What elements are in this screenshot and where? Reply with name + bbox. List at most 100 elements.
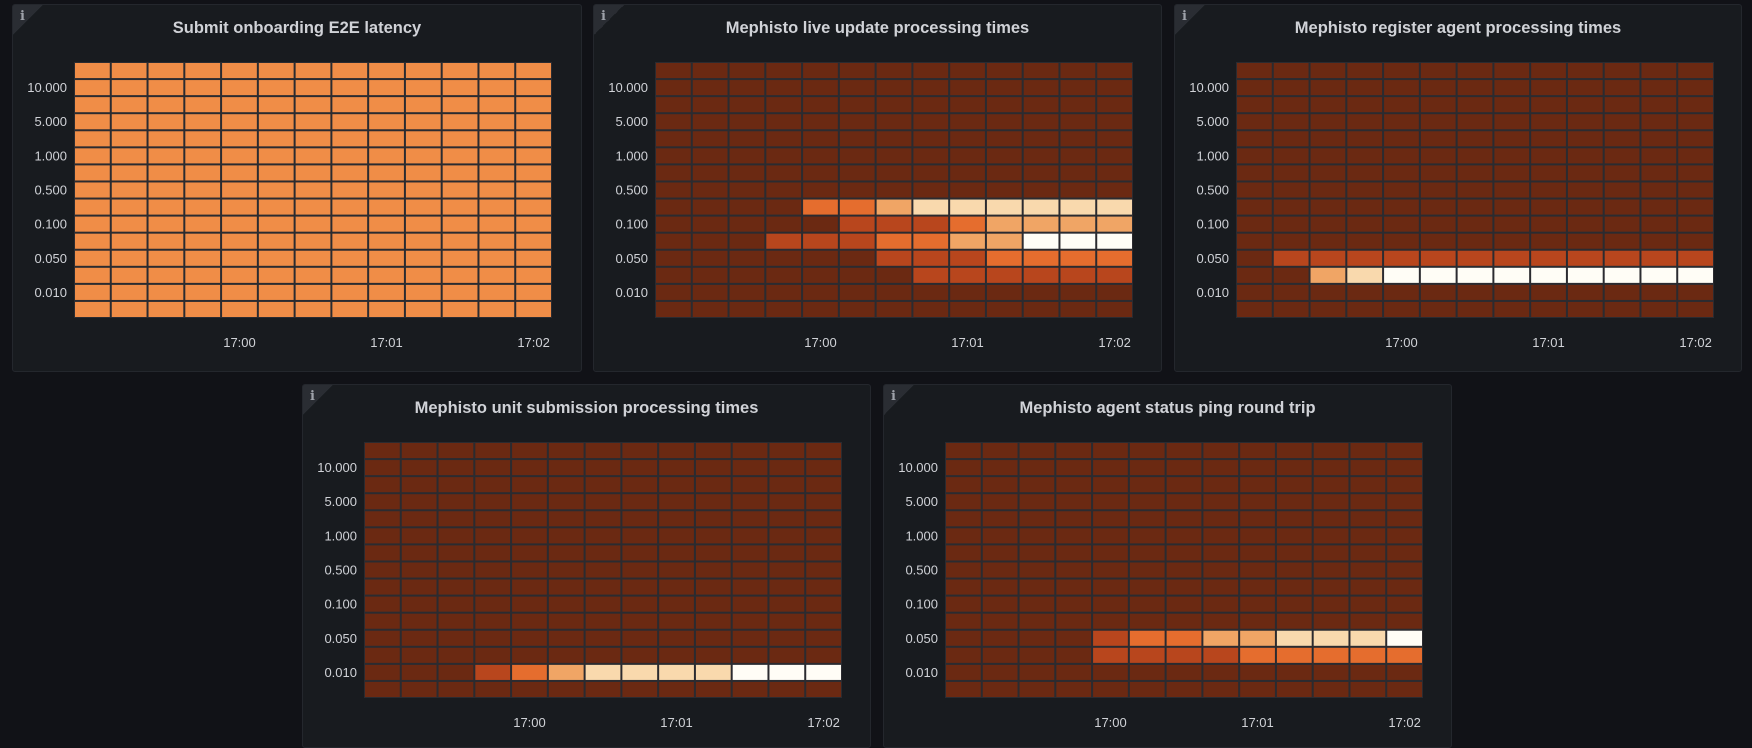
heatmap-cell[interactable] [1678, 284, 1713, 300]
heatmap-cell[interactable] [475, 528, 511, 544]
heatmap-cell[interactable] [732, 630, 768, 646]
heatmap-cell[interactable] [512, 511, 547, 527]
heatmap-cell[interactable] [295, 131, 331, 147]
heatmap-cell[interactable] [332, 63, 368, 79]
heatmap-cell[interactable] [512, 494, 547, 510]
heatmap-cell[interactable] [659, 647, 694, 663]
heatmap-cell[interactable] [729, 267, 765, 283]
heatmap-cell[interactable] [1310, 284, 1346, 300]
heatmap-cell[interactable] [111, 131, 147, 147]
heatmap-cell[interactable] [766, 199, 802, 215]
heatmap-cell[interactable] [295, 148, 331, 164]
heatmap-cell[interactable] [548, 579, 584, 595]
heatmap-cell[interactable] [622, 511, 658, 527]
heatmap-cell[interactable] [729, 301, 765, 317]
heatmap-cell[interactable] [1129, 562, 1165, 578]
heatmap-cell[interactable] [258, 148, 294, 164]
heatmap-cell[interactable] [1240, 545, 1275, 561]
heatmap-cell[interactable] [548, 562, 584, 578]
heatmap-cell[interactable] [585, 647, 621, 663]
heatmap-cell[interactable] [1237, 165, 1272, 181]
heatmap-cell[interactable] [946, 630, 981, 646]
heatmap-cell[interactable] [548, 477, 584, 493]
heatmap-cell[interactable] [75, 131, 110, 147]
heatmap-cell[interactable] [222, 114, 257, 130]
heatmap-cell[interactable] [659, 579, 694, 595]
heatmap-cell[interactable] [438, 579, 474, 595]
heatmap-cell[interactable] [1273, 97, 1309, 113]
heatmap-cell[interactable] [405, 80, 441, 96]
heatmap-cell[interactable] [732, 664, 768, 680]
heatmap-cell[interactable] [1097, 233, 1132, 249]
heatmap-cell[interactable] [806, 647, 841, 663]
heatmap-cell[interactable] [1384, 165, 1419, 181]
heatmap-cell[interactable] [1019, 579, 1055, 595]
heatmap-cell[interactable] [1237, 148, 1272, 164]
heatmap-cell[interactable] [148, 148, 184, 164]
heatmap-cell[interactable] [475, 596, 511, 612]
heatmap-cell[interactable] [111, 165, 147, 181]
heatmap-cell[interactable] [1494, 216, 1530, 232]
heatmap-cell[interactable] [1678, 301, 1713, 317]
heatmap-cell[interactable] [365, 630, 400, 646]
heatmap-cell[interactable] [766, 114, 802, 130]
heatmap-cell[interactable] [1056, 613, 1092, 629]
heatmap-cell[interactable] [622, 596, 658, 612]
heatmap-cell[interactable] [585, 579, 621, 595]
heatmap-cell[interactable] [986, 114, 1022, 130]
heatmap-cell[interactable] [1310, 114, 1346, 130]
heatmap-cell[interactable] [1019, 528, 1055, 544]
heatmap-cell[interactable] [1023, 165, 1059, 181]
heatmap-cell[interactable] [1093, 528, 1128, 544]
heatmap-cell[interactable] [1203, 647, 1239, 663]
heatmap-cell[interactable] [1567, 63, 1603, 79]
heatmap-cell[interactable] [222, 216, 257, 232]
heatmap-cell[interactable] [1347, 63, 1383, 79]
heatmap-cell[interactable] [369, 148, 404, 164]
heatmap-cell[interactable] [258, 233, 294, 249]
heatmap-cell[interactable] [401, 511, 437, 527]
heatmap-cell[interactable] [1567, 182, 1603, 198]
heatmap-cell[interactable] [148, 97, 184, 113]
heatmap-cell[interactable] [548, 664, 584, 680]
heatmap-cell[interactable] [839, 63, 875, 79]
heatmap-cell[interactable] [1313, 511, 1349, 527]
heatmap-cell[interactable] [1350, 494, 1386, 510]
heatmap-cell[interactable] [1678, 267, 1713, 283]
heatmap-cell[interactable] [369, 165, 404, 181]
heatmap-cell[interactable] [950, 97, 985, 113]
heatmap-cell[interactable] [1023, 63, 1059, 79]
heatmap-cell[interactable] [839, 182, 875, 198]
heatmap-cell[interactable] [1097, 165, 1132, 181]
heatmap-cell[interactable] [1273, 80, 1309, 96]
heatmap-cell[interactable] [839, 233, 875, 249]
heatmap-cell[interactable] [442, 182, 478, 198]
heatmap-cell[interactable] [1420, 165, 1456, 181]
heatmap-cell[interactable] [876, 148, 912, 164]
heatmap-cell[interactable] [512, 579, 547, 595]
heatmap-cell[interactable] [1093, 596, 1128, 612]
heatmap-cell[interactable] [516, 182, 551, 198]
heatmap-cell[interactable] [401, 562, 437, 578]
heatmap-cell[interactable] [1129, 528, 1165, 544]
heatmap-cell[interactable] [1531, 199, 1566, 215]
heatmap-cell[interactable] [806, 528, 841, 544]
heatmap-cell[interactable] [695, 664, 731, 680]
heatmap-cell[interactable] [1097, 267, 1132, 283]
heatmap-cell[interactable] [365, 647, 400, 663]
heatmap-cell[interactable] [438, 664, 474, 680]
heatmap-cell[interactable] [1678, 233, 1713, 249]
heatmap-cell[interactable] [1350, 443, 1386, 459]
heatmap-cell[interactable] [438, 511, 474, 527]
heatmap-cell[interactable] [1023, 80, 1059, 96]
heatmap-cell[interactable] [732, 613, 768, 629]
heatmap-cell[interactable] [876, 97, 912, 113]
heatmap-cell[interactable] [876, 182, 912, 198]
heatmap-cell[interactable] [950, 114, 985, 130]
heatmap-cell[interactable] [258, 114, 294, 130]
heatmap-cell[interactable] [1604, 131, 1640, 147]
heatmap-cell[interactable] [692, 80, 728, 96]
heatmap-cell[interactable] [148, 301, 184, 317]
heatmap-cell[interactable] [769, 562, 805, 578]
heatmap-cell[interactable] [1641, 63, 1677, 79]
